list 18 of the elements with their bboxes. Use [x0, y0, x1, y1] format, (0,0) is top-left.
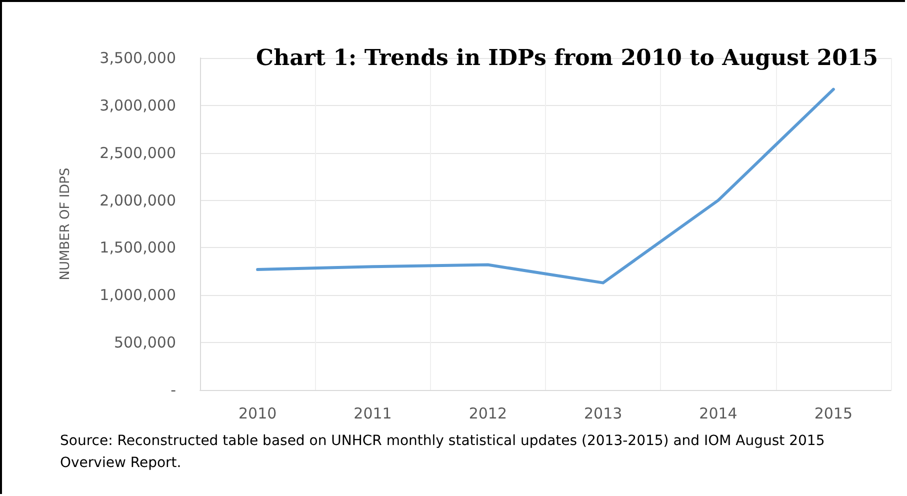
y-tick-label: 2,000,000 — [100, 191, 176, 210]
source-note: Source: Reconstructed table based on UNHCR monthly statistical updates (2013-2015) and IOM August 2015 Overview Report. — [60, 432, 826, 473]
y-tick-label: - — [170, 381, 176, 399]
y-tick-label: 2,500,000 — [100, 144, 176, 162]
line-series — [256, 88, 835, 284]
chart-title: Chart 1: Trends in IDPs from 2010 to August 2015 — [256, 45, 878, 71]
y-tick-label: 1,000,000 — [100, 286, 176, 304]
y-tick-label: 3,500,000 — [100, 49, 176, 67]
y-tick-label: 1,500,000 — [100, 238, 176, 257]
y-tick-label: 500,000 — [114, 334, 176, 352]
x-tick-label: 2011 — [354, 404, 392, 422]
x-tick-label: 2013 — [584, 404, 622, 422]
x-tick-label: 2014 — [699, 404, 738, 422]
y-axis-title: NUMBER OF IDPS — [58, 168, 73, 280]
x-tick-label: 2012 — [468, 404, 508, 422]
x-tick-label: 2015 — [814, 404, 853, 422]
x-tick-label: 2010 — [238, 404, 277, 422]
y-tick-label: 3,000,000 — [100, 96, 176, 114]
